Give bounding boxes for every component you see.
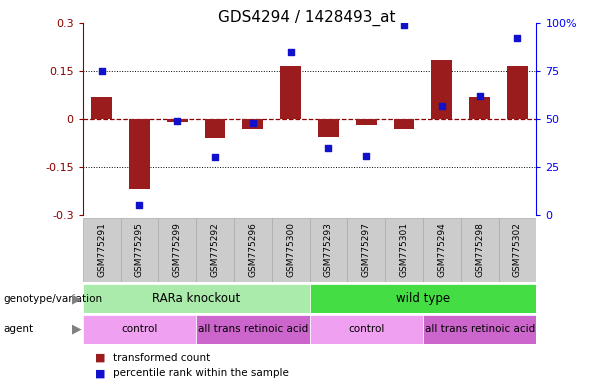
- Bar: [461, 218, 498, 282]
- Bar: [310, 218, 348, 282]
- Point: [134, 202, 145, 209]
- Text: ■: ■: [95, 353, 105, 363]
- Text: percentile rank within the sample: percentile rank within the sample: [113, 368, 289, 378]
- Bar: [318, 119, 339, 137]
- Bar: [470, 97, 490, 119]
- Text: transformed count: transformed count: [113, 353, 211, 363]
- Point: [248, 120, 257, 126]
- Bar: [272, 218, 310, 282]
- Text: GSM775292: GSM775292: [210, 223, 219, 277]
- Point: [286, 49, 295, 55]
- Point: [399, 22, 409, 28]
- Point: [172, 118, 182, 124]
- Bar: [196, 315, 310, 344]
- Text: control: control: [121, 324, 158, 334]
- Text: ■: ■: [95, 368, 105, 378]
- Bar: [310, 284, 536, 313]
- Bar: [498, 218, 536, 282]
- Text: GDS4294 / 1428493_at: GDS4294 / 1428493_at: [218, 10, 395, 26]
- Point: [437, 103, 447, 109]
- Bar: [385, 218, 423, 282]
- Text: GSM775297: GSM775297: [362, 223, 371, 277]
- Text: GSM775301: GSM775301: [400, 222, 409, 278]
- Point: [475, 93, 485, 99]
- Text: GSM775299: GSM775299: [173, 223, 182, 277]
- Bar: [280, 66, 301, 119]
- Bar: [83, 218, 121, 282]
- Point: [324, 145, 333, 151]
- Bar: [121, 218, 158, 282]
- Bar: [129, 119, 150, 189]
- Bar: [83, 315, 196, 344]
- Bar: [158, 218, 196, 282]
- Bar: [507, 66, 528, 119]
- Bar: [91, 97, 112, 119]
- Text: GSM775302: GSM775302: [513, 223, 522, 277]
- Text: GSM775293: GSM775293: [324, 223, 333, 277]
- Text: control: control: [348, 324, 384, 334]
- Text: genotype/variation: genotype/variation: [3, 293, 102, 304]
- Bar: [423, 218, 461, 282]
- Text: wild type: wild type: [396, 292, 450, 305]
- Bar: [83, 284, 310, 313]
- Bar: [356, 119, 376, 126]
- Bar: [167, 119, 188, 122]
- Text: GSM775298: GSM775298: [475, 223, 484, 277]
- Text: ▶: ▶: [72, 323, 82, 336]
- Text: agent: agent: [3, 324, 33, 334]
- Bar: [196, 218, 234, 282]
- Text: GSM775295: GSM775295: [135, 223, 144, 277]
- Text: GSM775294: GSM775294: [437, 223, 446, 277]
- Bar: [423, 315, 536, 344]
- Bar: [205, 119, 226, 138]
- Point: [361, 152, 371, 159]
- Text: all trans retinoic acid: all trans retinoic acid: [198, 324, 308, 334]
- Point: [512, 35, 522, 41]
- Text: all trans retinoic acid: all trans retinoic acid: [425, 324, 535, 334]
- Text: GSM775296: GSM775296: [248, 223, 257, 277]
- Text: RARa knockout: RARa knockout: [152, 292, 240, 305]
- Bar: [243, 119, 263, 129]
- Point: [97, 68, 107, 74]
- Bar: [310, 315, 423, 344]
- Text: GSM775291: GSM775291: [97, 223, 106, 277]
- Bar: [432, 60, 452, 119]
- Bar: [394, 119, 414, 129]
- Bar: [348, 218, 385, 282]
- Text: ▶: ▶: [72, 292, 82, 305]
- Point: [210, 154, 220, 161]
- Bar: [234, 218, 272, 282]
- Text: GSM775300: GSM775300: [286, 222, 295, 278]
